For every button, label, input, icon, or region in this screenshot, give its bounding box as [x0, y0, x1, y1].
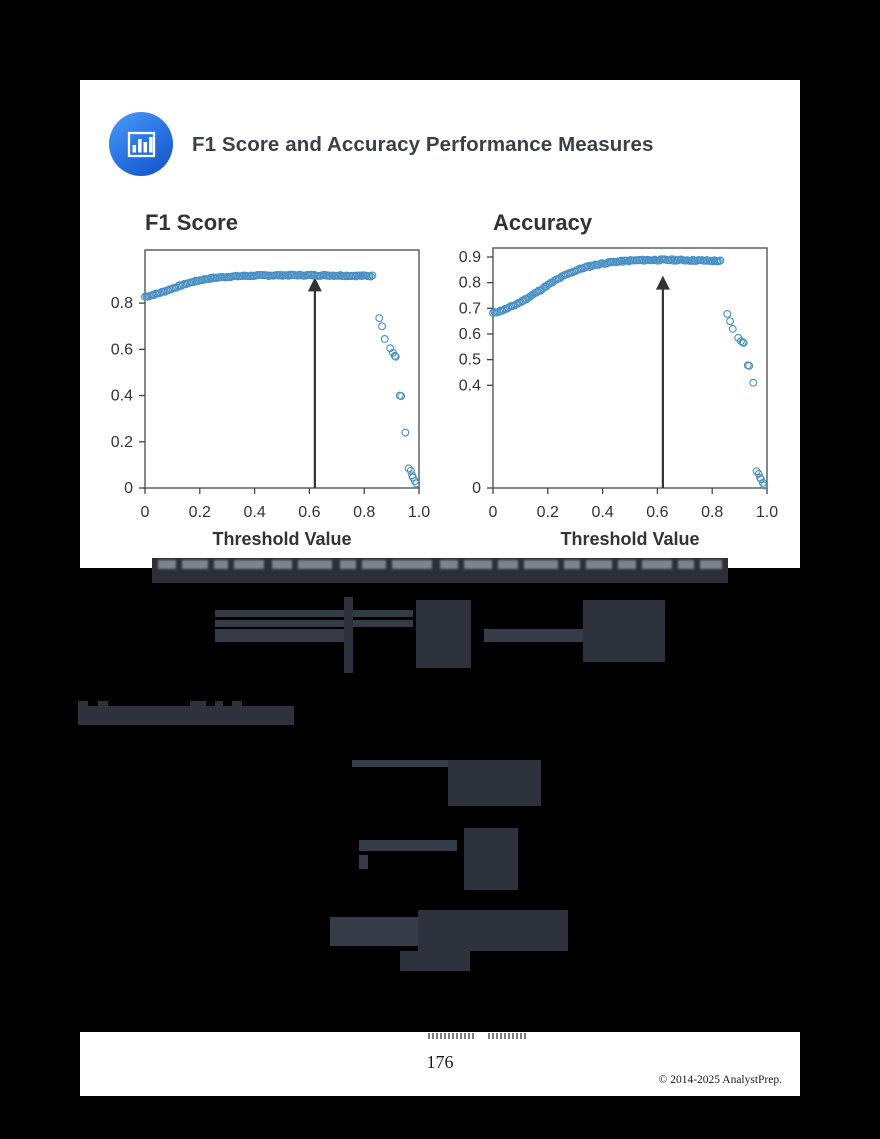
- svg-text:0.2: 0.2: [111, 434, 133, 451]
- svg-text:Threshold Value: Threshold Value: [560, 529, 699, 549]
- svg-text:0: 0: [141, 504, 150, 521]
- svg-text:0.2: 0.2: [537, 504, 559, 521]
- svg-text:0.8: 0.8: [111, 295, 133, 312]
- svg-text:Threshold Value: Threshold Value: [212, 529, 351, 549]
- svg-text:0.4: 0.4: [459, 377, 481, 394]
- svg-text:0.8: 0.8: [353, 504, 375, 521]
- svg-text:0: 0: [472, 480, 481, 497]
- svg-text:0: 0: [124, 480, 133, 497]
- svg-text:0.8: 0.8: [459, 275, 481, 292]
- svg-text:0.6: 0.6: [111, 341, 133, 358]
- svg-text:0.7: 0.7: [459, 300, 481, 317]
- svg-text:0.5: 0.5: [459, 352, 481, 369]
- svg-text:0.8: 0.8: [701, 504, 723, 521]
- svg-text:0.4: 0.4: [111, 388, 133, 405]
- svg-text:0.2: 0.2: [189, 504, 211, 521]
- svg-text:0: 0: [489, 504, 498, 521]
- svg-text:1.0: 1.0: [408, 504, 430, 521]
- svg-text:0.9: 0.9: [459, 249, 481, 266]
- svg-text:1.0: 1.0: [756, 504, 778, 521]
- svg-text:0.6: 0.6: [459, 326, 481, 343]
- svg-text:0.4: 0.4: [591, 504, 613, 521]
- svg-text:0.4: 0.4: [243, 504, 265, 521]
- svg-text:0.6: 0.6: [646, 504, 668, 521]
- svg-text:0.6: 0.6: [298, 504, 320, 521]
